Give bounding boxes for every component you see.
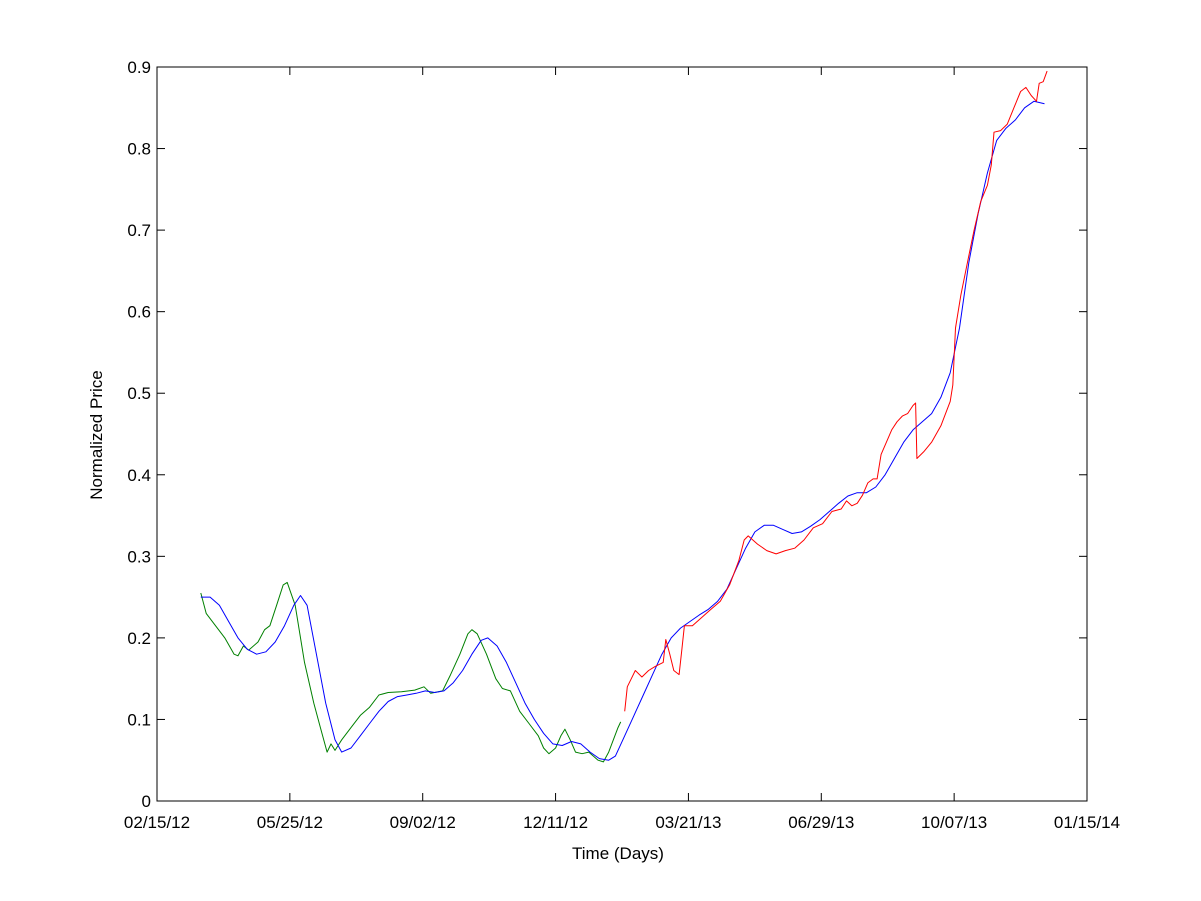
y-tick-label: 0 bbox=[142, 792, 151, 811]
y-tick-label: 0.2 bbox=[127, 629, 151, 648]
y-axis-label: Normalized Price bbox=[87, 370, 106, 499]
series-lines bbox=[200, 70, 1048, 763]
series-line-3 bbox=[624, 70, 1048, 712]
y-tick-label: 0.5 bbox=[127, 384, 151, 403]
x-tick-label: 09/02/12 bbox=[390, 813, 456, 832]
y-tick-label: 0.6 bbox=[127, 303, 151, 322]
y-tick-label: 0.1 bbox=[127, 710, 151, 729]
plot-frame bbox=[156, 66, 1088, 802]
x-tick-label: 02/15/12 bbox=[124, 813, 190, 832]
x-tick-label: 03/21/13 bbox=[655, 813, 721, 832]
x-tick-label: 05/25/12 bbox=[257, 813, 323, 832]
y-tick-label: 0.9 bbox=[127, 58, 151, 77]
x-axis: 02/15/12 05/25/12 09/02/12 12/11/12 03/21/13… bbox=[124, 67, 1120, 832]
y-axis: 0 0.1 0.2 0.3 0.4 0.5 0.6 0.7 0.8 0.9 bbox=[127, 58, 1087, 811]
x-axis-label: Time (Days) bbox=[572, 844, 664, 863]
y-tick-label: 0.3 bbox=[127, 547, 151, 566]
series-line-2 bbox=[200, 100, 1045, 761]
x-tick-label: 06/29/13 bbox=[788, 813, 854, 832]
x-tick-label: 12/11/12 bbox=[523, 813, 588, 832]
x-tick-label: 01/15/14 bbox=[1054, 813, 1120, 832]
x-tick-label: 10/07/13 bbox=[921, 813, 987, 832]
y-tick-label: 0.8 bbox=[127, 140, 151, 159]
y-tick-label: 0.4 bbox=[127, 466, 151, 485]
series-line-1 bbox=[200, 581, 622, 763]
y-tick-label: 0.7 bbox=[127, 221, 151, 240]
